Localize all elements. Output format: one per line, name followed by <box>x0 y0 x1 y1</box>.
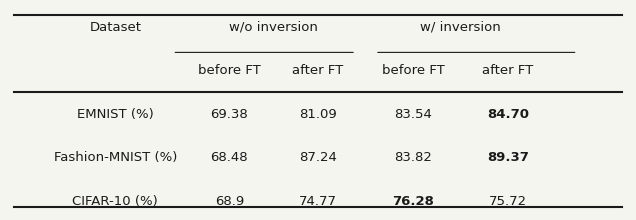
Text: 84.70: 84.70 <box>487 108 529 121</box>
Text: 87.24: 87.24 <box>299 151 337 164</box>
Text: CIFAR-10 (%): CIFAR-10 (%) <box>73 195 158 208</box>
Text: EMNIST (%): EMNIST (%) <box>77 108 154 121</box>
Text: w/ inversion: w/ inversion <box>420 21 501 34</box>
Text: before FT: before FT <box>198 64 261 77</box>
Text: before FT: before FT <box>382 64 445 77</box>
Text: 81.09: 81.09 <box>299 108 337 121</box>
Text: 68.48: 68.48 <box>211 151 248 164</box>
Text: 68.9: 68.9 <box>215 195 244 208</box>
Text: 83.54: 83.54 <box>394 108 432 121</box>
Text: after FT: after FT <box>482 64 534 77</box>
Text: after FT: after FT <box>293 64 343 77</box>
Text: 89.37: 89.37 <box>487 151 529 164</box>
Text: Fashion-MNIST (%): Fashion-MNIST (%) <box>53 151 177 164</box>
Text: 83.82: 83.82 <box>394 151 432 164</box>
Text: 69.38: 69.38 <box>211 108 248 121</box>
Text: 75.72: 75.72 <box>489 195 527 208</box>
Text: 76.28: 76.28 <box>392 195 434 208</box>
Text: Dataset: Dataset <box>90 21 141 34</box>
Text: 74.77: 74.77 <box>299 195 337 208</box>
Text: w/o inversion: w/o inversion <box>229 21 318 34</box>
